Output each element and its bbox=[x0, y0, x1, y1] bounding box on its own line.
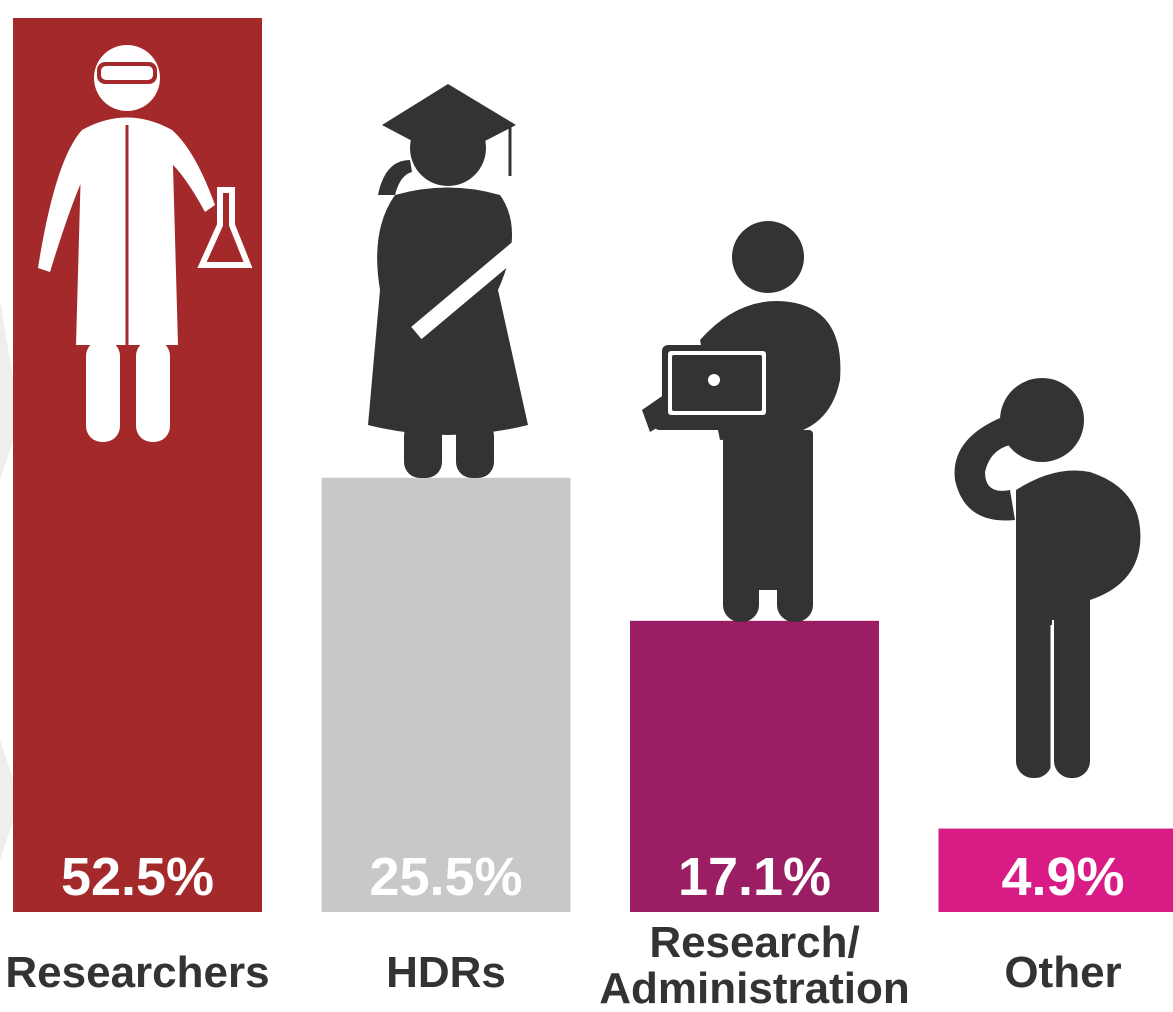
hdr-icon bbox=[368, 84, 529, 478]
researcher-icon bbox=[38, 45, 253, 442]
value-label: 52.5% bbox=[61, 847, 214, 907]
value-label: 4.9% bbox=[1001, 847, 1124, 907]
background-shape bbox=[0, 740, 20, 860]
category-label: HDRs bbox=[386, 948, 506, 997]
bar bbox=[630, 620, 879, 912]
category-label: Researchers bbox=[5, 948, 270, 997]
admin-icon bbox=[642, 221, 841, 622]
category-label: Research/ Administration bbox=[599, 918, 910, 1012]
category-label: Other bbox=[1004, 948, 1122, 997]
bar bbox=[321, 477, 571, 912]
value-label: 17.1% bbox=[678, 847, 831, 907]
value-label: 25.5% bbox=[369, 847, 522, 907]
other-icon bbox=[954, 378, 1141, 778]
bar bbox=[938, 828, 1173, 912]
